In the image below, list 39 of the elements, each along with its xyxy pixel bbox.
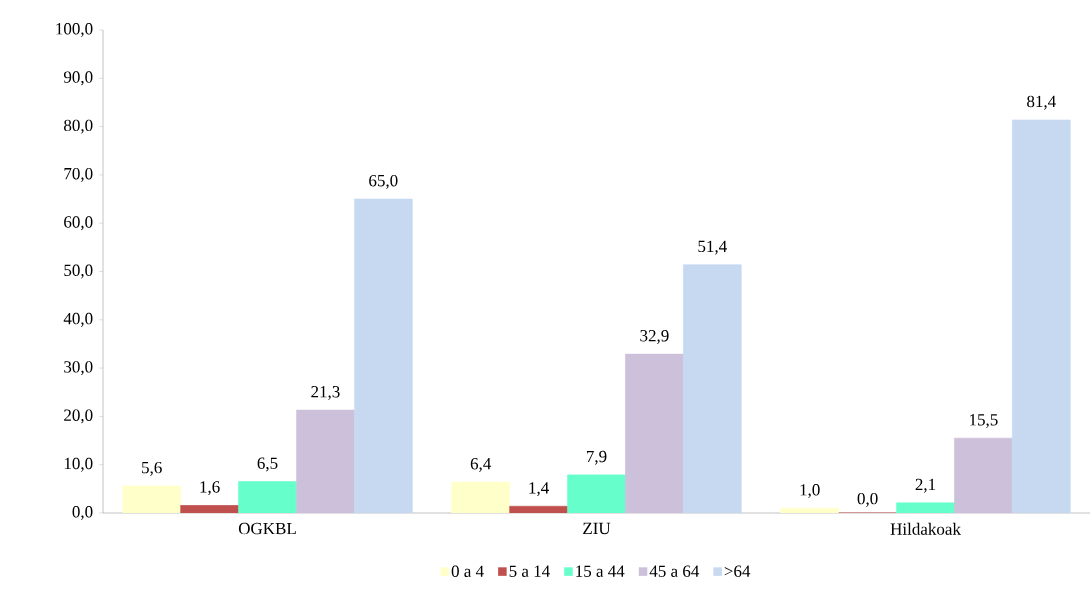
y-tick-label: 70,0 xyxy=(64,167,93,182)
data-label: 1,6 xyxy=(200,481,220,496)
y-tick-label: 30,0 xyxy=(64,361,93,376)
data-label: 5,6 xyxy=(142,461,162,476)
data-label: 21,3 xyxy=(311,386,340,400)
data-label: 7,9 xyxy=(586,450,607,465)
data-label: 32,9 xyxy=(640,330,669,344)
bar xyxy=(180,504,239,513)
data-label: 65,0 xyxy=(369,174,398,189)
y-tick-label: 80,0 xyxy=(64,119,93,134)
x-tick-label: ZIU xyxy=(583,522,611,535)
data-label: 81,4 xyxy=(1027,95,1056,110)
legend-label: 15 a 44 xyxy=(576,565,625,577)
bar xyxy=(296,409,355,513)
data-label: 6,4 xyxy=(470,458,492,472)
legend-label: 45 a 64 xyxy=(649,565,700,577)
y-tick-label: 60,0 xyxy=(64,216,93,231)
legend-label: >64 xyxy=(724,565,751,577)
x-tick-label: Hildakoak xyxy=(890,522,961,535)
x-tick-label: OGKBL xyxy=(238,522,296,535)
y-tick-label: 90,0 xyxy=(63,71,93,86)
y-tick-label: 10,0 xyxy=(64,457,93,472)
data-label: 6,5 xyxy=(257,457,278,472)
data-label: 51,4 xyxy=(698,240,727,255)
data-label: 1,4 xyxy=(529,482,549,497)
y-tick-label: 20,0 xyxy=(64,409,93,424)
y-tick-label: 40,0 xyxy=(63,312,93,327)
bar xyxy=(509,505,568,513)
bar xyxy=(954,437,1013,513)
bar xyxy=(625,353,684,513)
y-tick-label: 50,0 xyxy=(64,264,93,279)
data-label: 2,1 xyxy=(915,478,936,493)
data-label: 15,5 xyxy=(970,414,998,428)
legend-label: 0 a 4 xyxy=(451,565,484,577)
data-label: 1,0 xyxy=(800,484,820,498)
y-tick-label: 0,0 xyxy=(72,506,93,520)
data-label: 0,0 xyxy=(857,492,878,507)
y-tick-label: 100,0 xyxy=(56,23,93,37)
legend-label: 5 a 14 xyxy=(509,565,550,577)
